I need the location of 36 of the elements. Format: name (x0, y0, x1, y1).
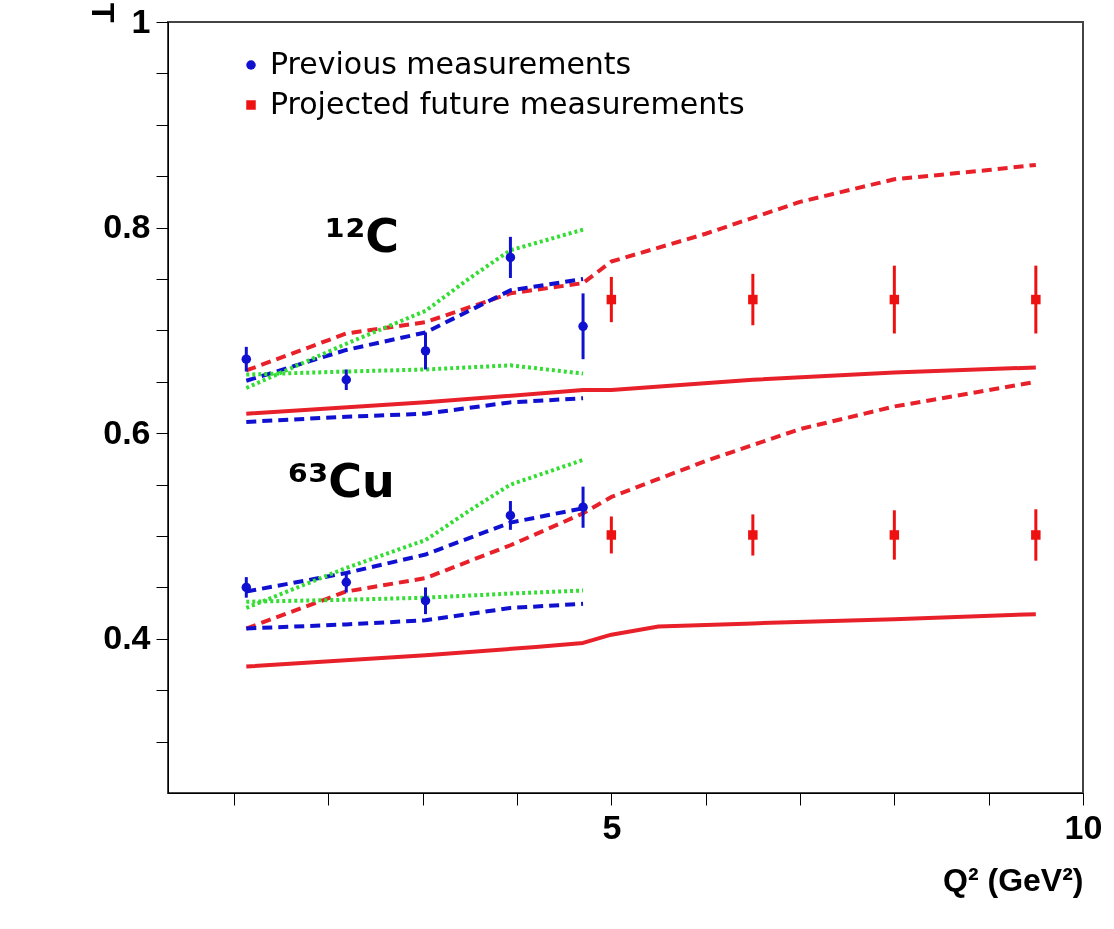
legend-label: Projected future measurements (270, 86, 745, 121)
annotation: ⁶³Cu (288, 454, 395, 508)
x-axis-title: Q² (GeV²) (943, 861, 1084, 898)
point (420, 596, 431, 606)
legend-label: Previous measurements (270, 46, 632, 81)
point (1031, 530, 1041, 540)
x-tick-label: 10 (1064, 807, 1103, 846)
point (420, 346, 431, 356)
line-series (244, 277, 586, 383)
line-series (244, 396, 586, 424)
y-tick-label: 0.8 (103, 207, 151, 246)
point (505, 252, 516, 263)
point (889, 294, 900, 305)
line-series (244, 601, 586, 631)
point (505, 510, 516, 521)
y-tick-label: 0.4 (103, 618, 151, 657)
y-axis-title: T (85, 2, 122, 23)
y-tick-label: 0.6 (103, 412, 151, 451)
line-series (244, 457, 586, 610)
point (341, 577, 352, 587)
line-series (244, 365, 1038, 416)
point (241, 354, 252, 364)
point (578, 502, 588, 512)
point (889, 530, 900, 540)
x-tick-label: 5 (602, 807, 622, 846)
point (341, 375, 352, 385)
point (748, 530, 758, 540)
point (606, 530, 617, 540)
point (1031, 294, 1041, 305)
annotation: ¹²C (325, 209, 400, 263)
point (578, 321, 588, 332)
point (606, 294, 617, 305)
point (748, 294, 758, 305)
point (241, 582, 252, 593)
line-series (244, 612, 1038, 669)
y-tick-label: 1 (131, 1, 151, 40)
